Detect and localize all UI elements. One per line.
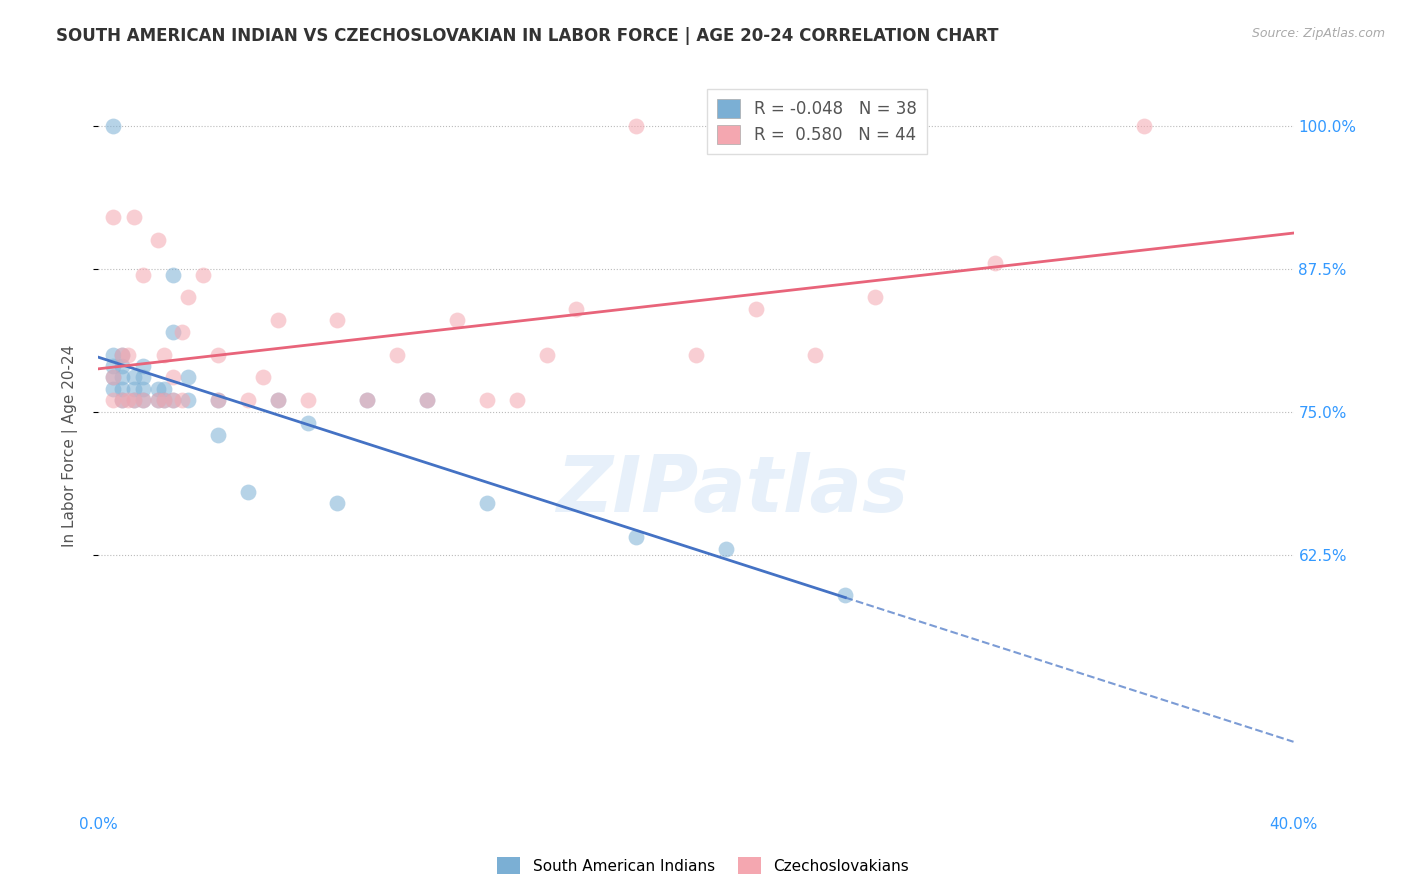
Point [177, 370, 200, 384]
Point [267, 393, 290, 408]
Point [685, 347, 707, 362]
Point [132, 382, 155, 396]
Point [252, 370, 274, 384]
Point [103, 393, 125, 408]
Point [132, 393, 155, 408]
Point [124, 370, 146, 384]
Text: Source: ZipAtlas.com: Source: ZipAtlas.com [1251, 27, 1385, 40]
Point [117, 347, 139, 362]
Point [111, 359, 134, 373]
Point [162, 325, 184, 339]
Point [236, 393, 259, 408]
Point [124, 211, 146, 225]
Point [111, 393, 134, 408]
Point [356, 393, 378, 408]
Point [356, 393, 378, 408]
Point [162, 370, 184, 384]
Point [834, 588, 856, 602]
Legend: R = -0.048   N = 38, R =  0.580   N = 44: R = -0.048 N = 38, R = 0.580 N = 44 [707, 88, 927, 153]
Point [804, 347, 827, 362]
Point [326, 496, 349, 510]
Point [132, 370, 155, 384]
Point [172, 325, 194, 339]
Point [111, 347, 134, 362]
Point [446, 313, 468, 327]
Point [124, 393, 146, 408]
Point [207, 347, 229, 362]
Point [162, 268, 184, 282]
Point [865, 290, 887, 304]
Point [172, 393, 194, 408]
Point [236, 484, 259, 499]
Point [103, 370, 125, 384]
Point [416, 393, 439, 408]
Point [207, 393, 229, 408]
Point [297, 416, 319, 430]
Point [103, 382, 125, 396]
Point [103, 370, 125, 384]
Point [207, 393, 229, 408]
Point [153, 382, 176, 396]
Point [117, 393, 139, 408]
Point [475, 496, 498, 510]
Point [177, 290, 200, 304]
Point [297, 393, 319, 408]
Point [111, 393, 134, 408]
Point [148, 393, 170, 408]
Point [536, 347, 558, 362]
Point [148, 233, 170, 247]
Point [111, 347, 134, 362]
Text: SOUTH AMERICAN INDIAN VS CZECHOSLOVAKIAN IN LABOR FORCE | AGE 20-24 CORRELATION : SOUTH AMERICAN INDIAN VS CZECHOSLOVAKIAN… [56, 27, 998, 45]
Point [132, 268, 155, 282]
Point [124, 393, 146, 408]
Point [132, 359, 155, 373]
Point [132, 393, 155, 408]
Y-axis label: In Labor Force | Age 20-24: In Labor Force | Age 20-24 [62, 345, 77, 547]
Point [267, 393, 290, 408]
Point [475, 393, 498, 408]
Point [153, 347, 176, 362]
Point [162, 393, 184, 408]
Point [626, 119, 648, 133]
Point [103, 347, 125, 362]
Point [745, 301, 768, 316]
Point [103, 211, 125, 225]
Point [506, 393, 529, 408]
Point [103, 119, 125, 133]
Point [148, 382, 170, 396]
Point [565, 301, 588, 316]
Point [326, 313, 349, 327]
Point [111, 370, 134, 384]
Point [111, 382, 134, 396]
Point [267, 313, 290, 327]
Point [153, 393, 176, 408]
Point [177, 393, 200, 408]
Point [191, 268, 214, 282]
Text: ZIPatlas: ZIPatlas [555, 452, 908, 528]
Point [162, 393, 184, 408]
Legend: South American Indians, Czechoslovakians: South American Indians, Czechoslovakians [491, 851, 915, 880]
Point [1133, 119, 1156, 133]
Point [714, 541, 737, 556]
Point [984, 256, 1007, 270]
Point [385, 347, 409, 362]
Point [416, 393, 439, 408]
Point [124, 382, 146, 396]
Point [148, 393, 170, 408]
Point [153, 393, 176, 408]
Point [626, 530, 648, 544]
Point [207, 427, 229, 442]
Point [103, 359, 125, 373]
